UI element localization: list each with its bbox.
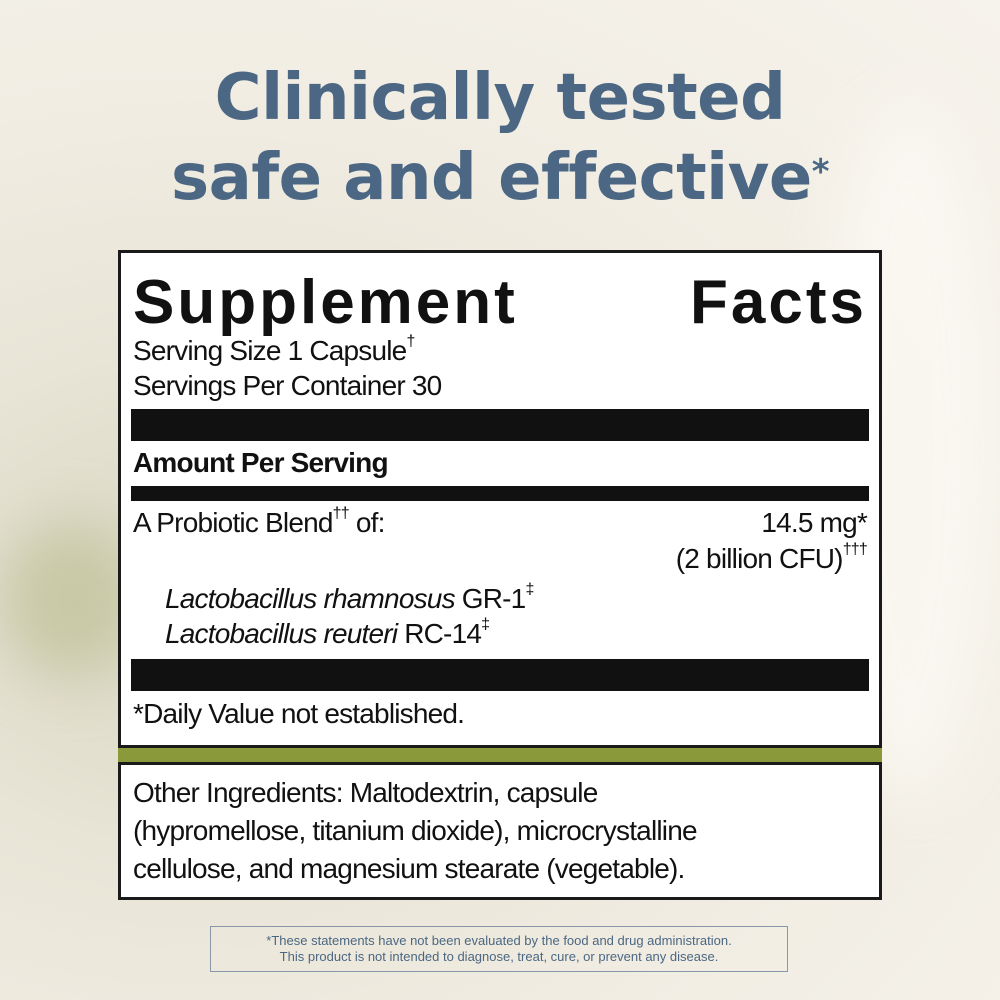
daily-value-note: *Daily Value not established. <box>133 698 465 729</box>
dagger-mark: †† <box>332 505 350 522</box>
disclaimer-line-1: *These statements have not been evaluate… <box>266 933 732 948</box>
divider <box>131 486 869 501</box>
strain-row: Lactobacillus rhamnosus GR-1‡ <box>165 581 534 615</box>
dagger-mark: † <box>406 333 415 350</box>
blend-of: of: <box>348 507 386 538</box>
headline-line-2: safe and effective* <box>0 138 1000 218</box>
other-ingredients-line: (hypromellose, titanium dioxide), microc… <box>133 815 698 846</box>
servings-per-container: Servings Per Container 30 <box>133 370 442 401</box>
accent-band <box>118 748 882 762</box>
serving-size-text: Serving Size 1 Capsule <box>133 335 407 366</box>
headline: Clinically tested safe and effective* <box>0 58 1000 218</box>
headline-line-1: Clinically tested <box>214 61 786 135</box>
strain-species: Lactobacillus rhamnosus <box>165 583 456 614</box>
serving-size: Serving Size 1 Capsule† <box>133 333 415 367</box>
strain-id: RC-14 <box>397 618 482 649</box>
strain-species: Lactobacillus reuteri <box>165 618 398 649</box>
blend-cfu-text: (2 billion CFU) <box>675 543 844 574</box>
divider-thick <box>131 659 869 691</box>
strain-id: GR-1 <box>454 583 527 614</box>
probiotic-blend: A Probiotic Blend†† of: <box>133 505 386 539</box>
divider-thick <box>131 409 869 441</box>
headline-line-2-text: safe and effective <box>170 141 812 215</box>
blend-name: A Probiotic Blend <box>133 507 333 538</box>
blend-amount: 14.5 mg* <box>761 507 867 538</box>
dagger-mark: ††† <box>842 541 868 558</box>
other-ingredients-line: Other Ingredients: Maltodextrin, capsule <box>133 777 598 808</box>
background-blur <box>0 520 140 680</box>
other-ingredients-panel: Other Ingredients: Maltodextrin, capsule… <box>118 762 882 900</box>
fda-disclaimer: *These statements have not been evaluate… <box>210 926 788 972</box>
disclaimer-line-2: This product is not intended to diagnose… <box>279 949 719 964</box>
double-dagger-mark: ‡ <box>525 581 534 598</box>
other-ingredients-line: cellulose, and magnesium stearate (veget… <box>133 853 685 884</box>
title-facts: Facts <box>690 268 867 337</box>
double-dagger-mark: ‡ <box>481 616 490 633</box>
amount-per-serving: Amount Per Serving <box>133 447 389 478</box>
strain-row: Lactobacillus reuteri RC-14‡ <box>165 616 490 650</box>
asterisk-mark: * <box>811 152 830 192</box>
title-supplement: Supplement <box>133 268 518 337</box>
supplement-facts-panel: Supplement Facts Serving Size 1 Capsule†… <box>118 250 882 748</box>
blend-cfu: (2 billion CFU)††† <box>675 541 868 575</box>
